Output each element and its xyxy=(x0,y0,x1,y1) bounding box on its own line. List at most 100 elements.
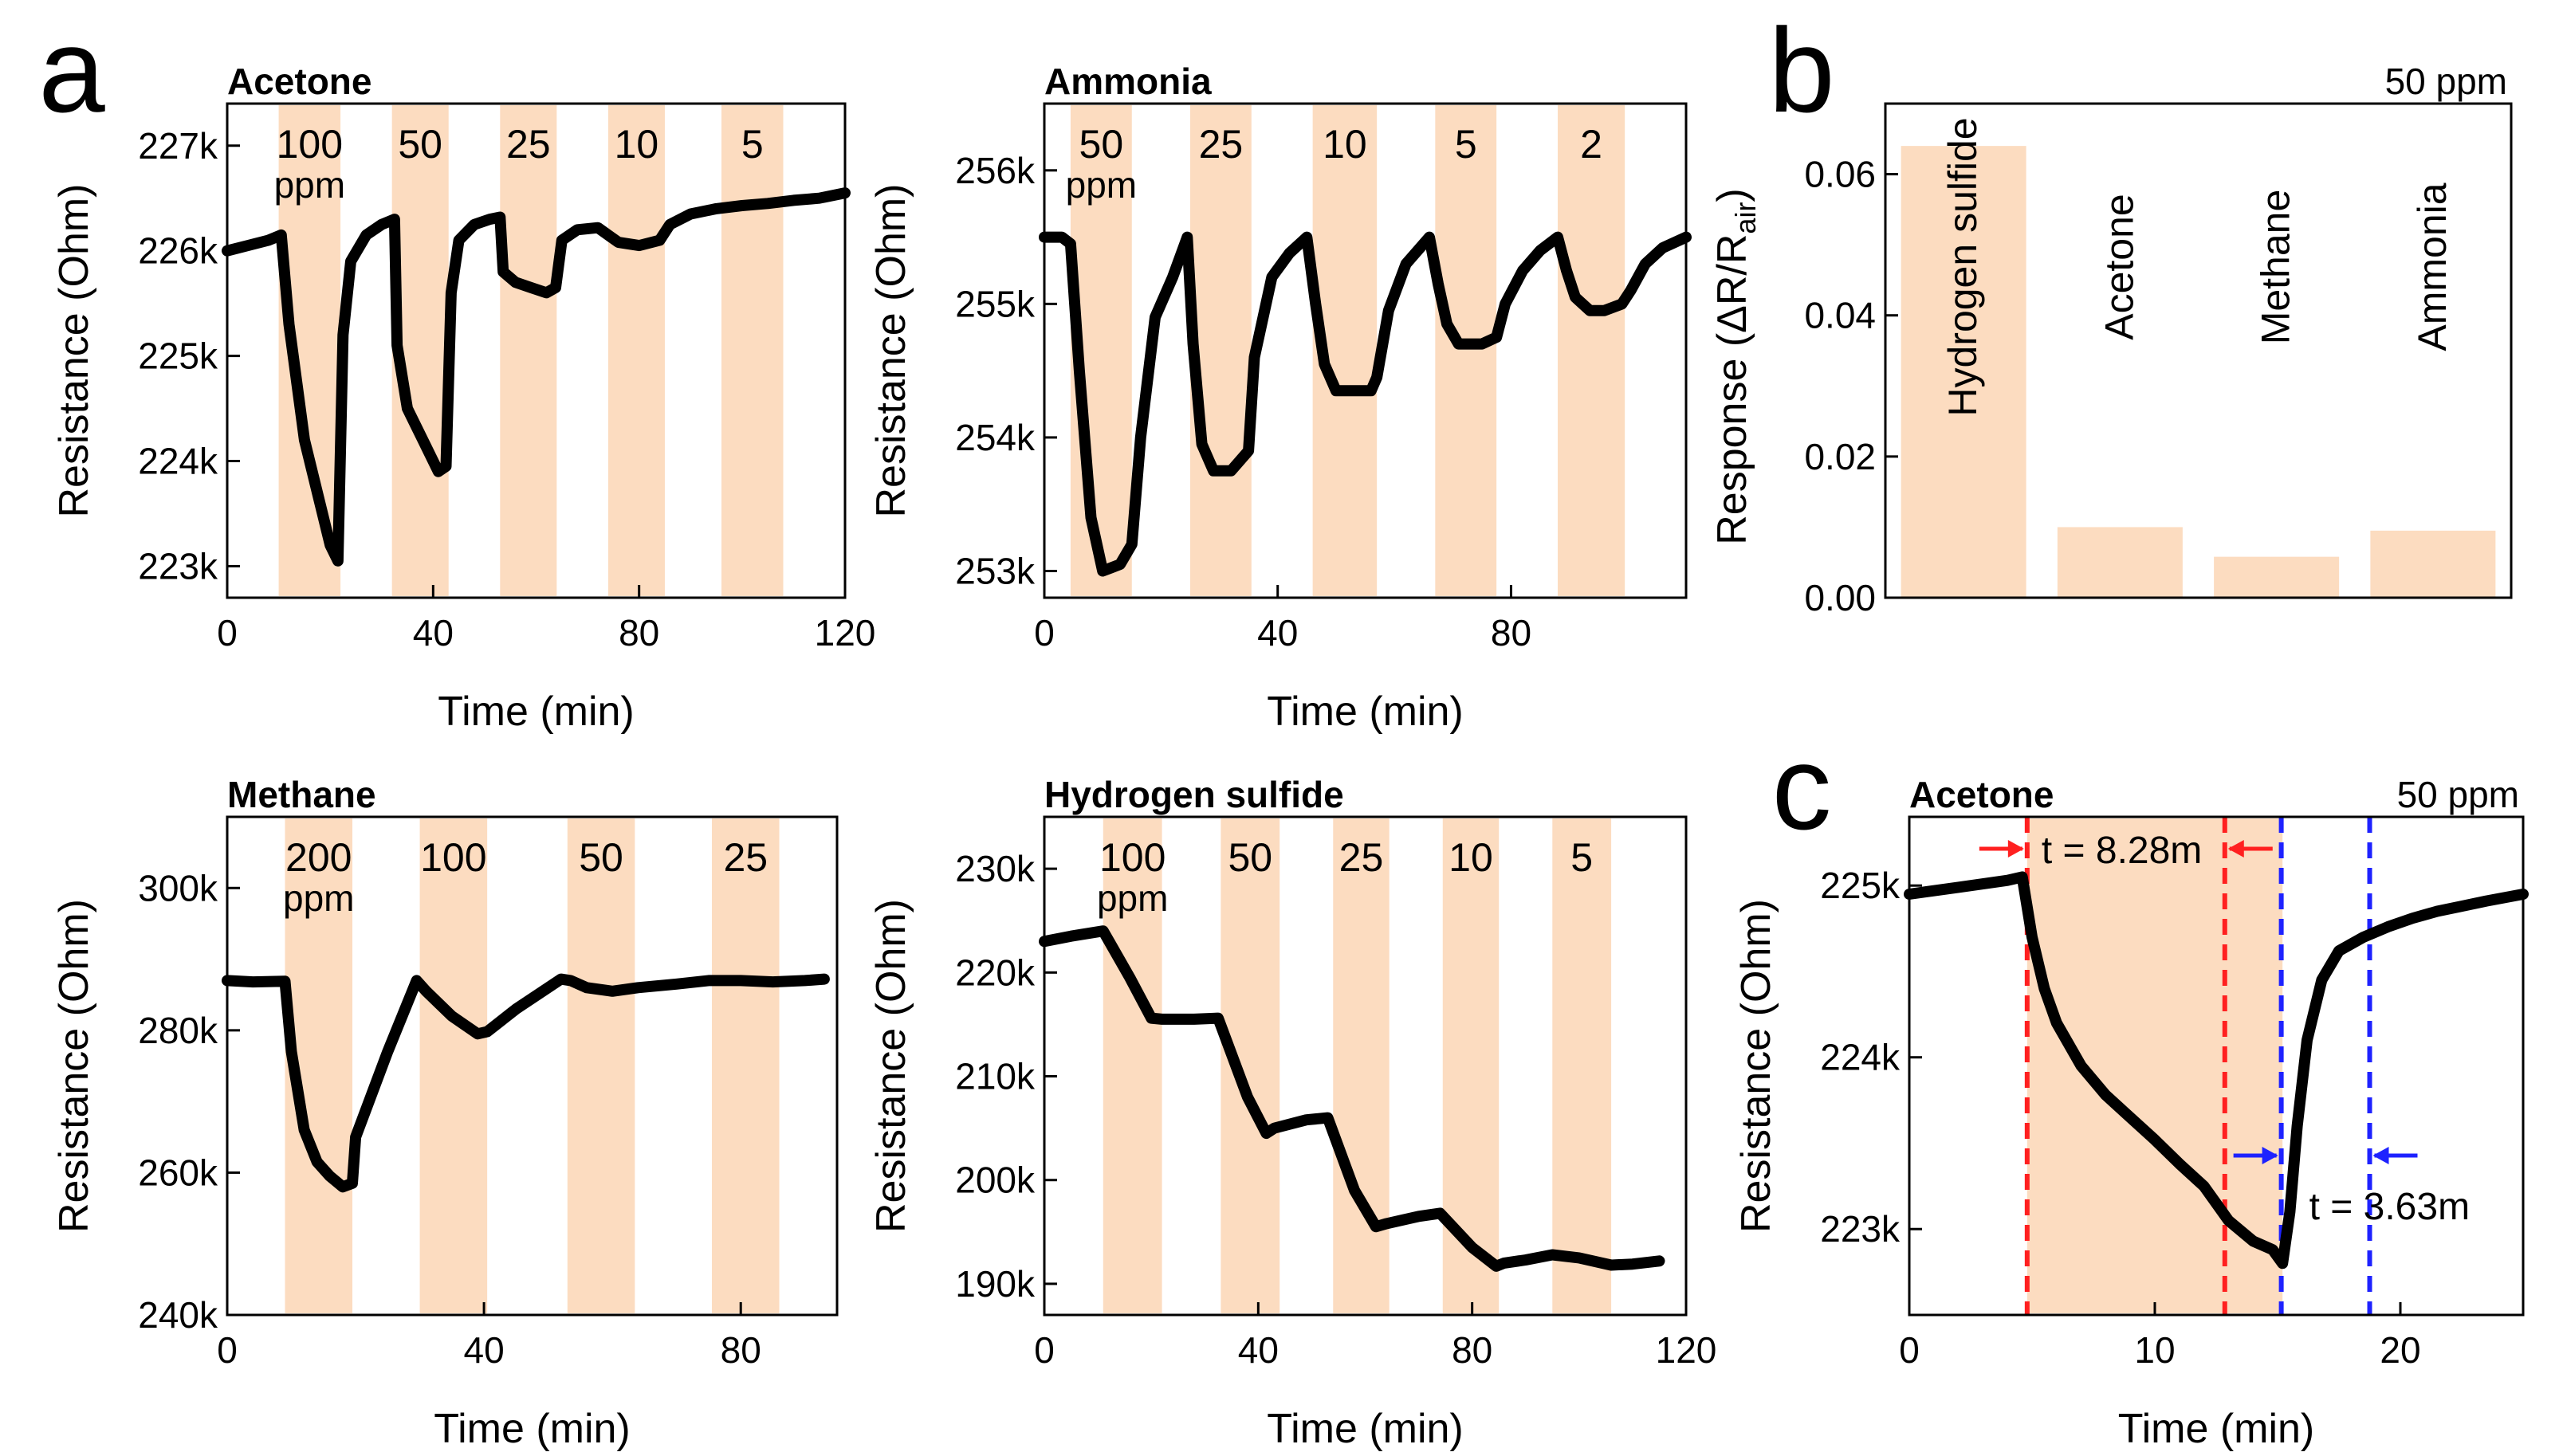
acetone_timing-xlabel: Time (min) xyxy=(2118,1406,2315,1452)
acetone-band-label: 5 xyxy=(741,122,764,167)
hydrogen_sulfide-xtick-label: 0 xyxy=(1034,1329,1055,1371)
methane-chart: 200 100 50 25 ppm 240k 260k 280k 300k 0 40 80 Time (… xyxy=(51,774,839,1452)
acetone-resistance-curve xyxy=(222,187,851,567)
ammonia-resistance-curve xyxy=(1039,231,1692,577)
response-bar xyxy=(2370,530,2496,598)
hydrogen_sulfide-band-label: 10 xyxy=(1449,835,1493,880)
methane-exposure-band xyxy=(567,818,635,1313)
methane-plot-frame xyxy=(226,815,839,1317)
acetone_timing-response-arrowhead xyxy=(2007,840,2024,858)
ammonia-band-label: 50 xyxy=(1079,122,1124,167)
acetone_timing-response-arrowhead xyxy=(2227,840,2244,858)
ammonia-ylabel: Resistance (Ohm) xyxy=(868,184,914,518)
acetone-exposure-band xyxy=(500,105,557,596)
acetone_timing-ytick-label: 225k xyxy=(1820,865,1901,906)
acetone_timing-chart: 223k 224k 225k 0 10 20 Time (min) Resistance (O… xyxy=(1733,774,2529,1452)
acetone-ytick-label: 224k xyxy=(138,441,218,482)
ammonia-ytick-label: 255k xyxy=(955,283,1036,324)
hydrogen_sulfide-exposure-band xyxy=(1333,818,1390,1313)
acetone-ytick-label: 227k xyxy=(138,125,218,167)
hydrogen_sulfide-gas-label: Hydrogen sulfide xyxy=(1044,774,1344,815)
hydrogen_sulfide-unit-label: ppm xyxy=(1097,877,1168,919)
response-bar xyxy=(1901,146,2026,598)
response-ytick-label: 0.00 xyxy=(1804,577,1876,618)
ammonia-ytick-label: 254k xyxy=(955,417,1036,458)
acetone_timing-response-time-label: t = 8.28m xyxy=(2042,830,2202,872)
acetone-gas-label: Acetone xyxy=(227,61,371,102)
methane-band-label: 25 xyxy=(723,835,768,880)
hydrogen_sulfide-ylabel: Resistance (Ohm) xyxy=(868,899,914,1233)
acetone-xlabel: Time (min) xyxy=(438,689,635,735)
acetone_timing-title: 50 ppm xyxy=(2397,774,2519,815)
methane-ytick-label: 240k xyxy=(138,1294,218,1336)
hydrogen_sulfide-ytick-label: 200k xyxy=(955,1160,1036,1201)
acetone-xtick-label: 120 xyxy=(815,612,876,653)
acetone_timing-plot-frame xyxy=(1908,815,2525,1317)
ammonia-band-label: 5 xyxy=(1455,122,1477,167)
response-ylabel: Response (ΔR/Rair) xyxy=(1709,188,1762,545)
panel-label-b: b xyxy=(1768,3,1834,137)
hydrogen_sulfide-resistance-curve xyxy=(1039,925,1665,1272)
acetone_timing-recovery-arrowhead xyxy=(2262,1147,2278,1164)
response-chart: Hydrogen sulfide Acetone Methane Ammonia 0.0… xyxy=(1709,61,2513,618)
hydrogen_sulfide-exposure-band xyxy=(1221,818,1280,1313)
ammonia-xlabel: Time (min) xyxy=(1267,689,1464,735)
acetone-xtick-label: 80 xyxy=(619,612,659,653)
methane-unit-label: ppm xyxy=(283,877,354,919)
methane-ytick-label: 300k xyxy=(138,867,218,909)
hydrogen_sulfide-chart: 100 50 25 10 5 ppm 190k 200k 210k 220k 230k 0 40 80 12… xyxy=(868,774,1716,1452)
methane-ylabel: Resistance (Ohm) xyxy=(51,899,97,1233)
hydrogen_sulfide-xtick-label: 120 xyxy=(1656,1329,1717,1371)
acetone_timing-ytick-label: 223k xyxy=(1820,1208,1901,1250)
ammonia-xtick-label: 40 xyxy=(1257,612,1298,653)
ammonia-xtick-label: 0 xyxy=(1034,612,1055,653)
hydrogen_sulfide-ytick-label: 220k xyxy=(955,952,1036,993)
acetone-ylabel: Resistance (Ohm) xyxy=(51,184,97,518)
hydrogen_sulfide-band-label: 25 xyxy=(1339,835,1384,880)
ammonia-ytick-label: 253k xyxy=(955,550,1036,591)
ammonia-band-label: 2 xyxy=(1580,122,1602,167)
ammonia-chart: 50 25 10 5 2 ppm 253k 254k 255k 256k 0 40 80 Time (mi… xyxy=(868,61,1692,735)
acetone-exposure-band xyxy=(607,105,665,596)
ammonia-xtick-label: 80 xyxy=(1491,612,1531,653)
response-category-label: Hydrogen sulfide xyxy=(1940,117,1985,416)
methane-xtick-label: 80 xyxy=(721,1329,761,1371)
acetone-plot-frame xyxy=(226,102,847,599)
ammonia-band-label: 25 xyxy=(1199,122,1244,167)
response-ylabel-main: Response (ΔR/R xyxy=(1709,234,1755,545)
acetone_timing-xtick-label: 20 xyxy=(2380,1329,2420,1371)
response-ytick-label: 0.06 xyxy=(1804,154,1876,195)
acetone_timing-recovery-time-label: t = 3.63m xyxy=(2309,1186,2470,1228)
methane-band-label: 100 xyxy=(420,835,486,880)
response-plot-frame xyxy=(1884,102,2513,599)
methane-resistance-curve xyxy=(222,973,830,1193)
response-ytick-label: 0.04 xyxy=(1804,295,1876,336)
hydrogen_sulfide-band-label: 50 xyxy=(1228,835,1272,880)
response-bar xyxy=(2214,556,2340,598)
response-category-label: Ammonia xyxy=(2410,182,2455,351)
acetone_timing-recovery-arrowhead xyxy=(2372,1147,2389,1164)
hydrogen_sulfide-band-label: 5 xyxy=(1570,835,1593,880)
hydrogen_sulfide-plot-frame xyxy=(1043,815,1688,1317)
hydrogen_sulfide-exposure-band xyxy=(1552,818,1612,1313)
methane-xtick-label: 0 xyxy=(217,1329,238,1371)
ammonia-exposure-band xyxy=(1558,105,1625,596)
acetone_timing-xtick-label: 0 xyxy=(1899,1329,1920,1371)
hydrogen_sulfide-ytick-label: 190k xyxy=(955,1263,1036,1305)
acetone-ytick-label: 226k xyxy=(138,230,218,272)
acetone-ytick-label: 225k xyxy=(138,336,218,377)
hydrogen_sulfide-band-label: 100 xyxy=(1099,835,1166,880)
acetone-band-label: 50 xyxy=(398,122,442,167)
hydrogen_sulfide-xlabel: Time (min) xyxy=(1267,1406,1464,1452)
acetone-exposure-band xyxy=(721,105,784,596)
methane-ytick-label: 260k xyxy=(138,1152,218,1193)
response-category-label: Methane xyxy=(2254,190,2298,345)
ammonia-ytick-label: 256k xyxy=(955,150,1036,191)
ammonia-exposure-band xyxy=(1189,105,1252,596)
methane-xlabel: Time (min) xyxy=(434,1406,631,1452)
acetone-xtick-label: 0 xyxy=(217,612,238,653)
methane-band-label: 200 xyxy=(285,835,352,880)
acetone_timing-gas-label: Acetone xyxy=(1909,774,2054,815)
methane-ytick-label: 280k xyxy=(138,1010,218,1051)
panel-label-c: c xyxy=(1772,720,1832,854)
